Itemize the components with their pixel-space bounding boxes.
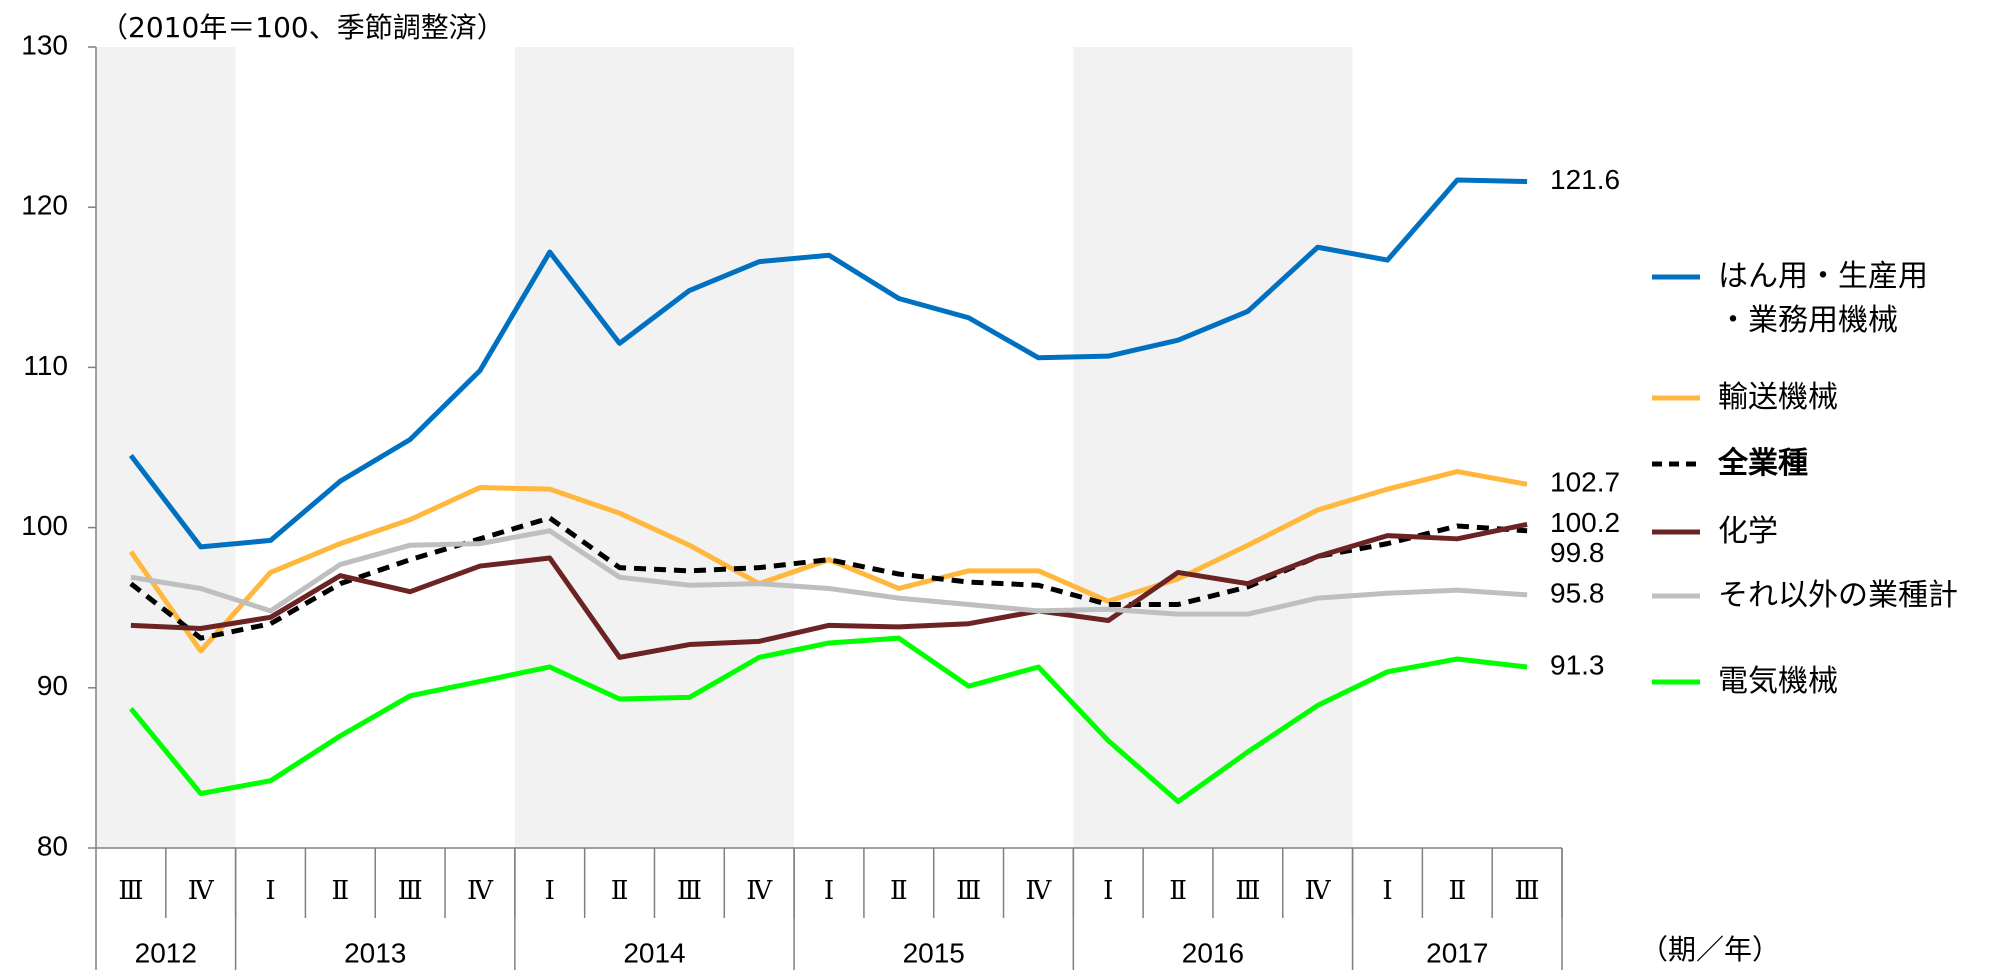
end-label: 91.3 bbox=[1550, 649, 1605, 680]
x-tick-label: Ⅰ bbox=[1103, 876, 1113, 906]
y-tick-label: 130 bbox=[21, 29, 68, 60]
x-tick-label: Ⅳ bbox=[1025, 876, 1052, 906]
x-tick-label: Ⅲ bbox=[118, 876, 143, 906]
year-label: 2017 bbox=[1426, 937, 1488, 968]
x-unit: （期／年） bbox=[1640, 933, 1781, 966]
shade-band bbox=[1073, 47, 1353, 848]
end-label: 121.6 bbox=[1550, 164, 1620, 195]
y-tick-label: 80 bbox=[37, 830, 68, 861]
end-label: 100.2 bbox=[1550, 507, 1620, 538]
year-label: 2012 bbox=[135, 937, 197, 968]
x-tick-label: Ⅰ bbox=[545, 876, 555, 906]
year-label: 2016 bbox=[1182, 937, 1244, 968]
x-tick-label: Ⅱ bbox=[890, 876, 908, 906]
year-label: 2015 bbox=[903, 937, 965, 968]
axis-layer: 2012 2013 2014 2015 2016 2017 Ⅲ Ⅳ Ⅰ Ⅱ Ⅲ Ⅳ Ⅰ Ⅱ Ⅲ Ⅳ Ⅰ Ⅱ Ⅲ Ⅳ Ⅰ Ⅱ… bbox=[21, 29, 1700, 970]
line-layer bbox=[128, 177, 1528, 805]
x-tick-label: Ⅱ bbox=[331, 876, 349, 906]
shade-band bbox=[514, 47, 795, 848]
x-tick-label: Ⅳ bbox=[467, 876, 494, 906]
x-tick-label: Ⅲ bbox=[956, 876, 981, 906]
x-tick-label: Ⅱ bbox=[1448, 876, 1466, 906]
x-tick-label: Ⅱ bbox=[1169, 876, 1187, 906]
legend-label: 化学 bbox=[1718, 514, 1778, 549]
legend-label: 電気機械 bbox=[1718, 664, 1838, 699]
background-layer bbox=[96, 47, 1353, 848]
legend-label: はん用・生産用・業務用機械 bbox=[1718, 259, 1928, 338]
legend-label: 全業種 bbox=[1718, 446, 1808, 481]
year-label: 2014 bbox=[623, 937, 685, 968]
end-label: 102.7 bbox=[1550, 467, 1620, 498]
y-tick-label: 100 bbox=[21, 510, 68, 541]
series-line bbox=[130, 521, 1528, 660]
y-tick-label: 90 bbox=[37, 670, 68, 701]
series-line bbox=[130, 528, 1528, 617]
x-tick-label: Ⅳ bbox=[746, 876, 773, 906]
x-tick-label: Ⅰ bbox=[265, 876, 275, 906]
year-label: 2013 bbox=[344, 937, 406, 968]
x-tick-label: Ⅲ bbox=[398, 876, 423, 906]
x-tick-label: Ⅲ bbox=[1515, 876, 1540, 906]
x-tick-label: Ⅱ bbox=[611, 876, 629, 906]
x-tick-label: Ⅰ bbox=[824, 876, 834, 906]
series-line bbox=[128, 635, 1528, 805]
legend-label: それ以外の業種計 bbox=[1718, 578, 1958, 613]
series-line bbox=[128, 469, 1528, 654]
series-line bbox=[128, 177, 1528, 550]
x-tick-label: Ⅲ bbox=[677, 876, 702, 906]
chart-subtitle: （2010年＝100、季節調整済） bbox=[100, 11, 505, 44]
x-tick-label: Ⅳ bbox=[188, 876, 215, 906]
y-tick-label: 110 bbox=[23, 350, 68, 381]
x-tick-label: Ⅳ bbox=[1305, 876, 1332, 906]
end-label: 99.8 bbox=[1550, 537, 1605, 568]
shade-band bbox=[96, 47, 236, 848]
y-tick-label: 120 bbox=[21, 190, 68, 221]
x-tick-label: Ⅲ bbox=[1235, 876, 1260, 906]
end-label: 95.8 bbox=[1550, 577, 1605, 608]
legend-label: 輸送機械 bbox=[1718, 380, 1838, 415]
x-tick-label: Ⅰ bbox=[1382, 876, 1392, 906]
